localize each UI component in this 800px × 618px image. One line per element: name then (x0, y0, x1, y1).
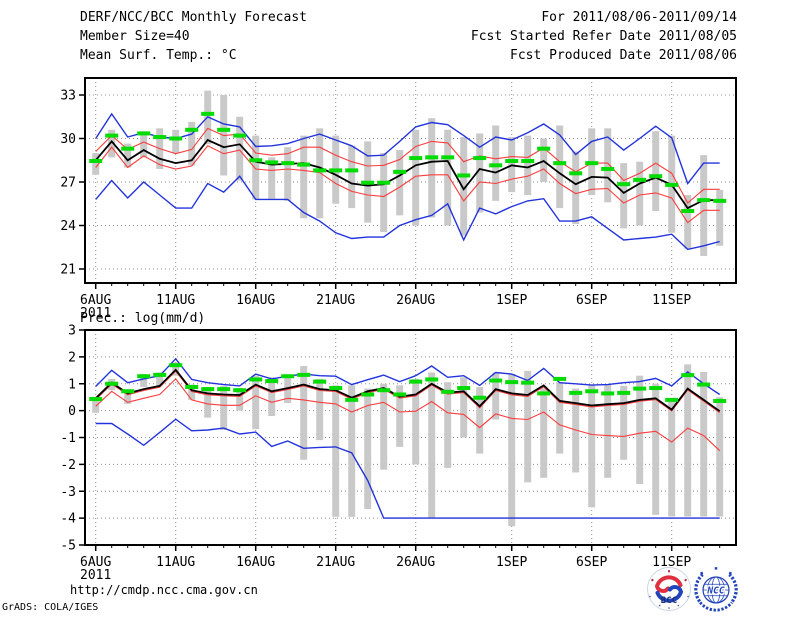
y-tick-label: -1 (60, 431, 76, 446)
bcc-logo-label: BCC (661, 596, 677, 606)
y-axis: 3 2 1 0 -1 -2 -3 -4 -5 (60, 324, 85, 554)
ensemble-spread-bars (92, 90, 724, 256)
y-axis: 33 30 27 24 21 (60, 89, 85, 278)
x-tick-label: 1SEP (496, 555, 527, 570)
y-tick-label: 30 (60, 132, 76, 147)
series-mean (95, 138, 720, 210)
series-min (95, 175, 720, 251)
x-axis-year-label: 2011 (80, 306, 111, 321)
y-tick-label: 24 (60, 219, 76, 234)
y-tick-label: 0 (68, 404, 76, 419)
series-lower (95, 378, 721, 452)
series-max (95, 357, 721, 396)
x-tick-label: 6AUG (80, 555, 111, 570)
bcc-logo: BCC (647, 567, 691, 611)
x-axis-year-label: 2011 (80, 568, 111, 583)
axis-box (84, 77, 737, 284)
bcc-swirl-blue (655, 585, 684, 603)
y-tick-label: 1 (68, 377, 76, 392)
y-tick-label: 33 (60, 89, 76, 104)
ncc-top-text (700, 567, 732, 575)
x-tick-label: 6SEP (576, 293, 607, 308)
series-climatology (89, 363, 727, 403)
y-tick-label: 27 (60, 176, 76, 191)
series-min (95, 418, 720, 519)
ncc-wreath-left (694, 573, 704, 603)
y-tick-label: -4 (60, 512, 76, 527)
bcc-swirl-red (654, 575, 683, 593)
member-size-label: Member Size=40 (80, 29, 190, 44)
x-tick-label: 16AUG (236, 293, 275, 308)
x-tick-label: 11AUG (156, 293, 195, 308)
temp-chart-title: Mean Surf. Temp.: °C (80, 48, 237, 63)
y-tick-label: 2 (68, 350, 76, 365)
source-url: http://cmdp.ncc.cma.gov.cn (70, 583, 258, 597)
x-tick-label: 11SEP (652, 293, 691, 308)
y-tick-label: 3 (68, 324, 76, 339)
x-tick-label: 11AUG (156, 555, 195, 570)
ncc-logo: NCC (694, 567, 738, 612)
series-max (95, 112, 720, 185)
page-title: DERF/NCC/BCC Monthly Forecast (80, 10, 307, 25)
forecast-range-label: For 2011/08/06-2011/09/14 (541, 10, 737, 25)
y-tick-label: -2 (60, 458, 76, 473)
series-climatology (89, 111, 727, 213)
y-tick-label: -3 (60, 485, 76, 500)
x-tick-label: 16AUG (236, 555, 275, 570)
x-tick-label: 26AUG (396, 293, 435, 308)
precip-chart-title: Prec.: log(mm/d) (80, 311, 206, 326)
bcc-arc-text (650, 570, 688, 582)
x-tick-label: 21AUG (316, 293, 355, 308)
x-tick-label: 6AUG (80, 293, 111, 308)
ncc-logo-label: NCC (706, 585, 725, 596)
bcc-arc-text-bottom (649, 595, 689, 609)
series-lower (95, 145, 720, 224)
series-upper (95, 370, 721, 413)
series-mean (95, 368, 721, 412)
x-tick-label: 11SEP (652, 555, 691, 570)
ncc-wreath-right (728, 573, 738, 603)
x-tick-label: 21AUG (316, 555, 355, 570)
x-tick-label: 1SEP (496, 293, 527, 308)
fcst-produced-label: Fcst Produced Date 2011/08/06 (510, 48, 737, 63)
y-tick-label: -5 (60, 539, 76, 554)
x-tick-label: 26AUG (396, 555, 435, 570)
x-tick-label: 6SEP (576, 555, 607, 570)
fcst-started-label: Fcst Started Refer Date 2011/08/05 (470, 29, 737, 44)
gridlines (85, 330, 736, 545)
ncc-wreath-bottom (699, 601, 733, 612)
y-tick-label: 21 (60, 263, 76, 278)
series-upper (95, 127, 720, 204)
grads-credit: GrADS: COLA/IGES (2, 602, 99, 613)
